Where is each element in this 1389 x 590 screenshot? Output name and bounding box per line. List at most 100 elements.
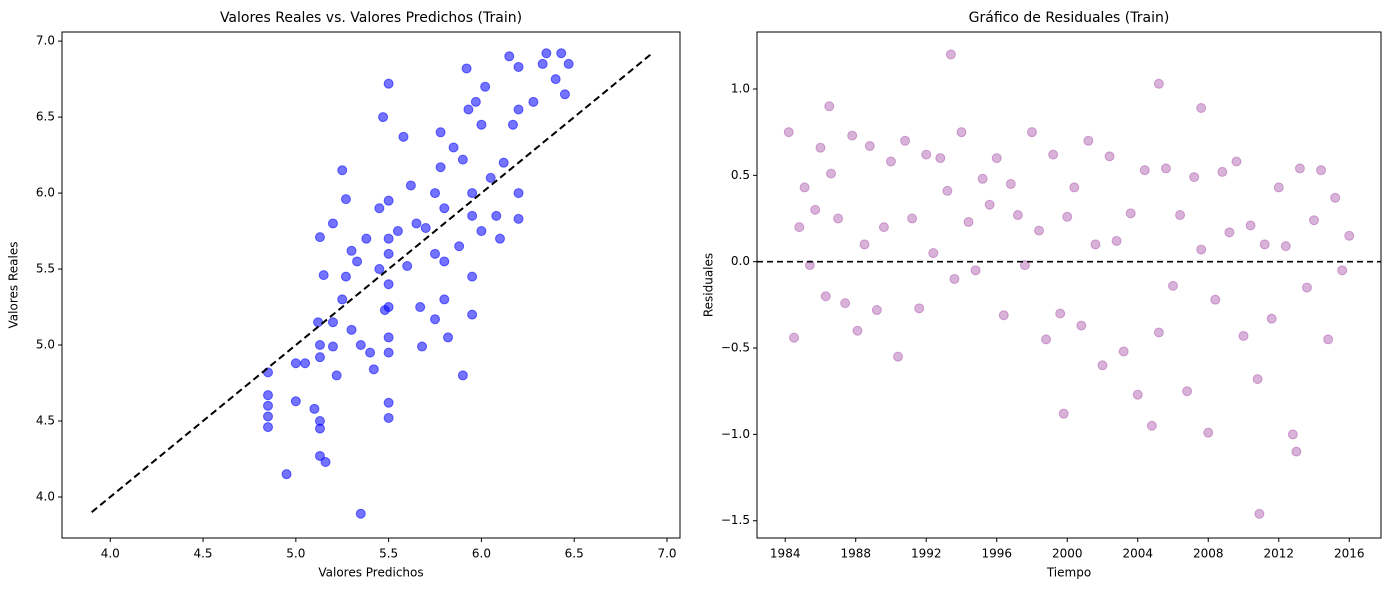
scatter-point: [443, 332, 454, 343]
chart-title: Valores Reales vs. Valores Predichos (Tr…: [220, 10, 522, 26]
scatter-point: [1175, 210, 1186, 221]
scatter-point: [327, 317, 338, 328]
scatter-point: [300, 358, 311, 369]
scatter-point: [476, 119, 487, 130]
scatter-point: [1210, 294, 1221, 305]
x-tick-label: 2004: [1122, 547, 1153, 561]
scatter-point: [935, 153, 946, 164]
scatter-point: [480, 81, 491, 92]
scatter-point: [783, 127, 794, 138]
y-tick-label: −0.5: [721, 341, 750, 355]
scatter-point: [1125, 208, 1136, 219]
scatter-point: [383, 302, 394, 313]
scatter-point: [457, 370, 468, 381]
scatter-point: [556, 48, 567, 59]
scatter-point: [368, 364, 379, 375]
scatter-point: [513, 61, 524, 72]
scatter-point: [485, 172, 496, 183]
scatter-point: [383, 412, 394, 423]
scatter-point: [467, 271, 478, 282]
scatter-point: [430, 248, 441, 259]
scatter-point: [498, 157, 509, 168]
scatter-point: [448, 142, 459, 153]
scatter-point: [1132, 389, 1143, 400]
scatter-point: [331, 370, 342, 381]
scatter-point: [1224, 227, 1235, 238]
scatter-point: [352, 256, 363, 267]
scatter-point: [859, 239, 870, 250]
scatter-point: [439, 294, 450, 305]
scatter-point: [1259, 239, 1270, 250]
scatter-point: [900, 135, 911, 146]
y-axis-label: Residuales: [702, 253, 716, 317]
y-tick-label: 5.0: [36, 338, 55, 352]
scatter-point: [383, 332, 394, 343]
scatter-point: [383, 279, 394, 290]
scatter-point: [1019, 260, 1030, 271]
scatter-point: [820, 291, 831, 302]
x-tick-label: 2012: [1263, 547, 1294, 561]
scatter-point: [430, 188, 441, 199]
x-tick-label: 1988: [840, 547, 871, 561]
scatter-point: [1245, 220, 1256, 231]
scatter-point: [1026, 127, 1037, 138]
y-tick-label: 4.5: [36, 413, 55, 427]
scatter-point: [504, 51, 515, 62]
scatter-point: [320, 457, 331, 468]
scatter-point: [1254, 508, 1265, 519]
scatter-point: [945, 49, 956, 60]
scatter-point: [392, 226, 403, 237]
scatter-point: [1111, 235, 1122, 246]
scatter-point: [847, 130, 858, 141]
scatter-point: [513, 213, 524, 224]
scatter-point: [885, 156, 896, 167]
scatter-point: [563, 58, 574, 69]
y-tick-label: 5.5: [36, 262, 55, 276]
scatter-point: [963, 216, 974, 227]
scatter-point: [467, 309, 478, 320]
scatter-point: [337, 294, 348, 305]
scatter-point: [804, 260, 815, 271]
scatter-point: [463, 104, 474, 115]
scatter-point: [314, 423, 325, 434]
scatter-point: [411, 218, 422, 229]
scatter-point: [1069, 182, 1080, 193]
scatter-point: [871, 305, 882, 316]
scatter-point: [346, 245, 357, 256]
scatter-point: [949, 273, 960, 284]
scatter-point: [826, 168, 837, 179]
scatter-point: [852, 325, 863, 336]
scatter-point: [1090, 239, 1101, 250]
x-tick-label: 2008: [1193, 547, 1224, 561]
scatter-point: [1252, 374, 1263, 385]
scatter-point: [1189, 172, 1200, 183]
x-tick-label: 1996: [981, 547, 1012, 561]
scatter-point: [263, 400, 273, 411]
scatter-point: [417, 341, 428, 352]
scatter-point: [1316, 165, 1327, 176]
scatter-point: [1344, 230, 1355, 241]
scatter-point: [1146, 420, 1157, 431]
scatter-point: [1076, 320, 1087, 331]
scatter-point: [494, 233, 505, 244]
reference-line: [91, 52, 653, 513]
scatter-point: [789, 332, 800, 343]
scatter-point: [977, 173, 988, 184]
scatter-point: [340, 194, 351, 205]
scatter-point: [1012, 210, 1023, 221]
scatter-point: [878, 222, 889, 233]
scatter-point: [402, 261, 413, 272]
x-tick-label: 1992: [911, 547, 942, 561]
scatter-point: [1231, 156, 1242, 167]
x-axis-label: Valores Predichos: [318, 566, 423, 580]
scatter-point: [824, 101, 835, 112]
scatter-point: [1153, 78, 1164, 89]
scatter-point: [991, 153, 1002, 164]
scatter-point: [439, 203, 450, 214]
x-tick-label: 4.0: [101, 547, 120, 561]
scatter-point: [309, 403, 320, 414]
y-tick-label: 6.5: [36, 110, 55, 124]
x-tick-label: 2000: [1052, 547, 1083, 561]
scatter-point: [374, 203, 385, 214]
scatter-point: [1266, 313, 1277, 324]
